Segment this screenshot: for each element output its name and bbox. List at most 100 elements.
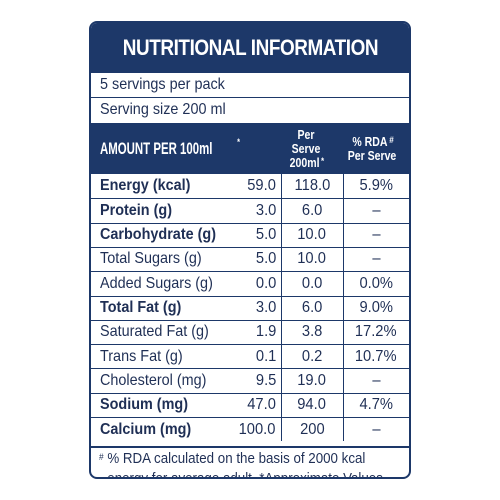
nutrient-rda-cell: – (343, 224, 409, 247)
nutrient-rda-cell: – (343, 418, 409, 441)
nutrient-name-cell: Cholesterol (mg) (100, 369, 218, 392)
nutrient-name-cell: Added Sugars (g) (100, 272, 225, 295)
nutrient-rda-cell: 0.0% (343, 272, 409, 295)
label-title: NUTRITIONAL INFORMATION (91, 23, 409, 72)
header-per-serve-sup: * (321, 155, 325, 166)
nutrient-per-100ml-cell: 0.1 (91, 345, 277, 368)
nutrient-per-100ml: 3.0 (255, 201, 277, 219)
nutrient-rda-cell: – (343, 248, 409, 271)
nutrient-name: Sodium (mg) (100, 396, 188, 414)
label-title-text: NUTRITIONAL INFORMATION (122, 34, 378, 60)
nutrient-name: Total Fat (g) (100, 299, 182, 316)
nutrient-row: Trans Fat (g) 0.1 0.2 10.7% (91, 344, 409, 368)
nutrient-name-cell: Saturated Fat (g) (100, 321, 221, 344)
nutrient-rda: 10.7% (355, 347, 397, 365)
nutrient-per-serve: 10.0 (297, 250, 327, 268)
header-per-serve: Per Serve 200ml * (277, 123, 335, 174)
nutrient-per-100ml-cell: 5.0 (91, 224, 277, 247)
nutrient-per-100ml: 47.0 (247, 396, 276, 414)
serving-size: Serving size 200 ml (100, 100, 226, 118)
nutrient-per-serve-cell: 6.0 (281, 297, 343, 320)
nutrient-per-serve: 10.0 (297, 226, 327, 244)
nutrient-per-serve-cell: 3.8 (281, 321, 343, 344)
nutrient-per-serve: 6.0 (301, 299, 323, 316)
header-per-serve-line1: Per Serve (291, 126, 321, 156)
nutrient-per-100ml: 5.0 (255, 250, 277, 268)
nutrient-rda-cell: 4.7% (343, 394, 409, 417)
header-rda-line2: Per Serve (347, 147, 397, 163)
column-divider (281, 174, 282, 442)
nutrient-row: Total Sugars (g) 5.0 10.0 – (91, 246, 409, 271)
nutrient-rda-cell: – (343, 199, 409, 222)
nutrient-name-cell: Protein (g) (100, 199, 180, 222)
nutrient-row: Carbohydrate (g) 5.0 10.0 – (91, 222, 409, 247)
header-amount-text: AMOUNT PER 100ml (100, 138, 213, 158)
nutrient-rda: 17.2% (355, 323, 397, 341)
nutrient-name: Carbohydrate (g) (100, 226, 217, 244)
nutrient-rda: – (371, 420, 381, 438)
nutrient-rda-cell: – (343, 369, 409, 392)
nutrient-per-100ml-cell: 100.0 (91, 418, 277, 441)
nutrient-rda-cell: 17.2% (343, 321, 409, 344)
nutrient-per-100ml: 1.9 (255, 323, 277, 341)
nutrient-name-cell: Total Fat (g) (100, 297, 190, 320)
nutrient-per-100ml-cell: 59.0 (91, 174, 277, 197)
nutrient-row: Cholesterol (mg) 9.5 19.0 – (91, 368, 409, 392)
nutrient-per-100ml: 0.1 (255, 347, 277, 365)
nutrient-per-100ml: 0.0 (255, 274, 277, 292)
nutrient-per-serve-cell: 10.0 (281, 248, 343, 271)
nutrient-per-serve-cell: 6.0 (281, 199, 343, 222)
nutrient-per-serve-cell: 0.0 (281, 272, 343, 295)
header-rda-line1: % RDA (352, 133, 388, 149)
nutrient-per-100ml-cell: 47.0 (91, 394, 277, 417)
nutrient-rda: – (371, 201, 381, 219)
serving-size-row: Serving size 200 ml (91, 97, 409, 121)
nutrient-rda: – (371, 250, 381, 268)
nutrient-per-100ml-cell: 9.5 (91, 369, 277, 392)
nutrient-name: Trans Fat (g) (100, 347, 183, 365)
nutrient-per-serve-cell: 0.2 (281, 345, 343, 368)
nutrient-row: Calcium (mg) 100.0 200 – (91, 417, 409, 441)
nutrient-per-100ml-cell: 3.0 (91, 199, 277, 222)
nutrient-row: Protein (g) 3.0 6.0 – (91, 198, 409, 222)
nutrient-per-serve: 94.0 (297, 396, 327, 414)
nutrient-per-serve: 3.8 (301, 323, 323, 341)
footnote-divider (91, 446, 409, 448)
nutrient-name-cell: Trans Fat (g) (100, 345, 192, 368)
nutrient-per-100ml: 59.0 (247, 176, 276, 194)
nutrient-per-100ml: 3.0 (255, 299, 277, 316)
nutrient-per-100ml-cell: 5.0 (91, 248, 277, 271)
nutrient-per-100ml: 9.5 (255, 371, 277, 389)
nutrition-label: NUTRITIONAL INFORMATION 5 servings per p… (89, 21, 411, 479)
nutrient-row: Saturated Fat (g) 1.9 3.8 17.2% (91, 319, 409, 344)
nutrient-rda: – (371, 226, 381, 244)
nutrient-per-100ml: 5.0 (255, 226, 277, 244)
nutrient-name-cell: Total Sugars (g) (100, 248, 213, 271)
servings-per-pack: 5 servings per pack (100, 75, 225, 93)
header-amount-per-100ml: AMOUNT PER 100ml * (100, 123, 271, 174)
nutrient-rda: 0.0% (359, 274, 393, 292)
nutrient-rda-cell: 5.9% (343, 174, 409, 197)
nutrient-per-serve-cell: 10.0 (281, 224, 343, 247)
header-rda-sup: # (389, 134, 394, 145)
nutrient-per-serve-cell: 94.0 (281, 394, 343, 417)
nutrient-per-100ml: 100.0 (238, 420, 276, 438)
nutrient-name: Energy (kcal) (100, 176, 191, 194)
nutrient-row: Added Sugars (g) 0.0 0.0 0.0% (91, 271, 409, 295)
nutrient-name-cell: Energy (kcal) (100, 174, 200, 197)
nutrient-per-serve: 0.2 (301, 347, 323, 365)
nutrient-rda-cell: 9.0% (343, 297, 409, 320)
nutrient-row: Total Fat (g) 3.0 6.0 9.0% (91, 295, 409, 320)
table-header: AMOUNT PER 100ml * Per Serve 200ml * % RDA #… (91, 123, 409, 174)
header-amount-sup: * (237, 136, 240, 147)
nutrient-rda: 5.9% (359, 176, 393, 194)
nutrient-name: Total Sugars (g) (100, 250, 202, 268)
column-divider (343, 174, 344, 442)
nutrient-name: Protein (g) (100, 201, 172, 219)
nutrient-per-serve-cell: 19.0 (281, 369, 343, 392)
nutrient-per-100ml-cell: 3.0 (91, 297, 277, 320)
nutrient-row: Energy (kcal) 59.0 118.0 5.9% (91, 174, 409, 198)
servings-per-pack-row: 5 servings per pack (91, 72, 409, 96)
nutrient-per-serve: 118.0 (294, 176, 330, 194)
nutrient-name: Calcium (mg) (100, 420, 192, 438)
